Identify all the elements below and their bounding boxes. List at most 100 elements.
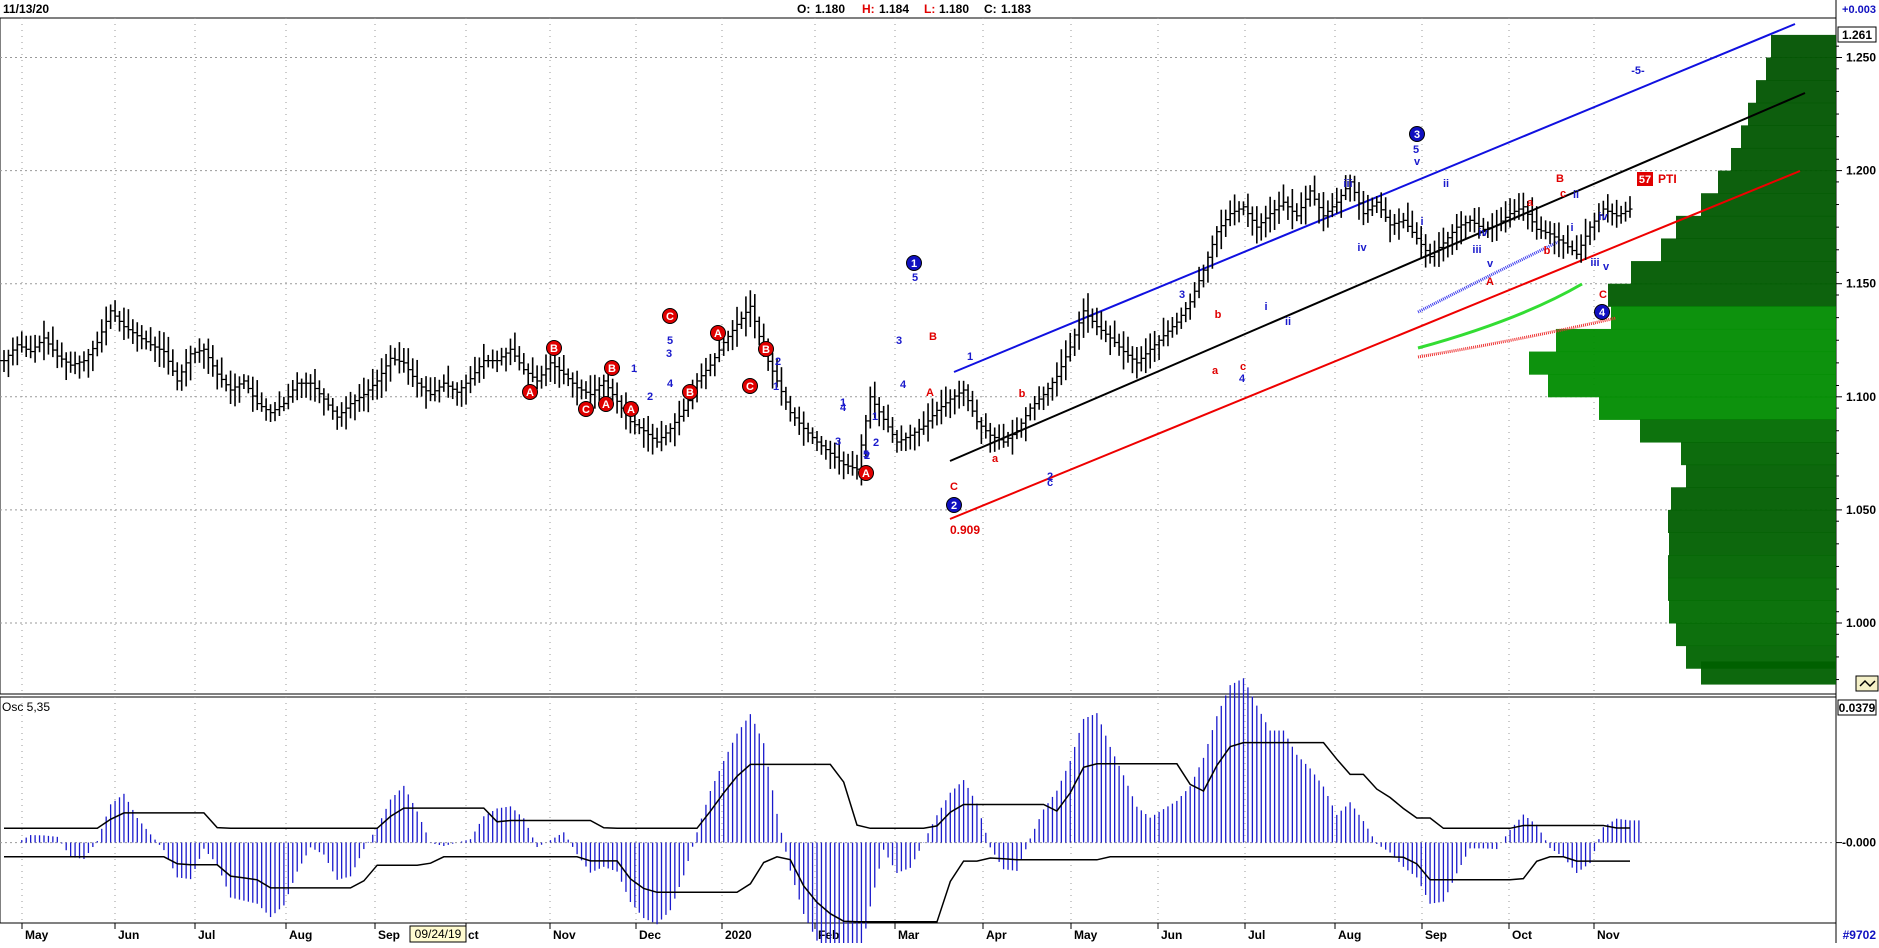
volume-profile-bar (1741, 125, 1836, 149)
wave-label: iv (1478, 227, 1488, 239)
wave-label: b (1019, 388, 1026, 400)
wave-label: 1 (967, 351, 973, 363)
osc-panel[interactable] (0, 696, 1837, 924)
wave-label: 4 (840, 402, 847, 414)
volume-profile-bar (1669, 600, 1836, 624)
osc-title: Osc 5,35 (2, 700, 50, 714)
month-tick-label: Aug (289, 928, 312, 942)
wave-circle-label: A (862, 468, 870, 480)
wave-label: 2 (775, 356, 781, 368)
wave-circle (604, 360, 620, 376)
corner-code: #9702 (1843, 928, 1877, 942)
wave-circle (546, 340, 562, 356)
wave-label: -5- (1631, 65, 1645, 77)
header-ohlc: O: 1.180 H: 1.184 L: 1.180 C: 1.183 (797, 2, 1031, 16)
volume-profile-bar (1669, 532, 1836, 556)
o-value: 1.180 (815, 2, 845, 16)
grid: 1.000 1.050 1.100 1.150 1.200 1.250 May Jun Jul A… (0, 18, 1876, 942)
month-tick-label: Apr (986, 928, 1007, 942)
wave-label: 1 (631, 363, 637, 375)
wave-circle (522, 384, 538, 400)
wave-label: 5 (863, 449, 869, 461)
volume-profile-bar (1668, 509, 1836, 534)
volume-profile-bar (1671, 487, 1836, 511)
wave-circle-label: 3 (1414, 129, 1420, 141)
wave-circle-label: C (666, 311, 674, 323)
pti-badge: 57 (1639, 174, 1651, 186)
wave-label: 3 (666, 348, 672, 360)
wave-label: i (1264, 301, 1267, 313)
trend-channels (949, 23, 1806, 520)
wave-label: iii (1343, 178, 1352, 190)
volume-profile-bar (1661, 238, 1836, 262)
wave-label: 3 (896, 335, 902, 347)
osc-badge: 0.0379 (1839, 701, 1876, 715)
volume-profile-bar (1756, 80, 1836, 104)
wave-label: 4 (667, 378, 674, 390)
h-value: 1.184 (879, 2, 909, 16)
osc-badge-box (1837, 699, 1877, 716)
volume-profile-bar (1548, 374, 1836, 398)
month-tick-label: Jul (198, 928, 215, 942)
volume-profile-bar (1748, 102, 1836, 126)
wave-label: a (992, 453, 999, 465)
wave-circle-label: C (746, 381, 754, 393)
cursor-date-box (409, 925, 467, 943)
wave-label: 4 (1239, 373, 1246, 385)
wave-label: a (1212, 365, 1219, 377)
wave-circle-label: 4 (1599, 307, 1606, 319)
wave-label: c (1240, 361, 1246, 373)
wave-label: iv (1598, 211, 1608, 223)
wave-label: 5 (667, 335, 673, 347)
wave-label: b (1215, 309, 1222, 321)
l-label: L: (924, 2, 935, 16)
month-tick-label: May (1074, 928, 1098, 942)
scroll-button[interactable] (1855, 675, 1879, 692)
month-tick-label: Sep (378, 928, 400, 942)
volume-profile-bar (1676, 215, 1836, 239)
price-bars (0, 174, 1633, 486)
projection-red (1417, 316, 1617, 359)
price-tick-label: 1.100 (1846, 390, 1876, 404)
wave-circle (1594, 304, 1610, 320)
wave-circle-label: C (582, 404, 590, 416)
oscillator: -0.000 (0, 678, 1876, 948)
wave-circle-label: B (550, 343, 558, 355)
month-tick-label: Mar (898, 928, 920, 942)
month-tick-label: Feb (818, 928, 839, 942)
volume-profile-bar (1668, 555, 1836, 579)
wave-circle-label: B (686, 387, 694, 399)
volume-profile-bar (1718, 170, 1836, 194)
volume-profile-bar (1731, 147, 1836, 172)
wave-label: c (1047, 477, 1053, 489)
wave-circle-label: B (608, 363, 616, 375)
wave-label: v (1603, 261, 1610, 273)
wave-label: 5 (1413, 144, 1419, 156)
channel-upper (953, 23, 1796, 373)
wave-label: B (929, 331, 937, 343)
wave-label: a (1527, 197, 1534, 209)
wave-label: 2 (647, 391, 653, 403)
volume-profile-bar (1771, 34, 1836, 58)
wave-circle (1409, 126, 1425, 142)
wave-label: 2 (864, 450, 870, 462)
volume-profile-bar (1608, 283, 1836, 307)
wave-circle (906, 255, 922, 271)
volume-profile-bar (1631, 261, 1836, 285)
wave-circle (710, 325, 726, 341)
price-tick-label: 1.050 (1846, 503, 1876, 517)
volume-profile-bar (1701, 193, 1836, 217)
month-tick-label: Oct (1512, 928, 1532, 942)
o-label: O: (797, 2, 810, 16)
projection-blue (1417, 240, 1559, 314)
month-tick-label: Jun (118, 928, 139, 942)
wave-label: C (1599, 289, 1607, 301)
wave-label: 1 (773, 381, 779, 393)
price-tick-label: 1.000 (1846, 616, 1876, 630)
osc-upper-envelope (4, 741, 1630, 830)
wave-circle (662, 308, 678, 324)
price-tick-label: 1.200 (1846, 164, 1876, 178)
l-value: 1.180 (939, 2, 969, 16)
wave-circle (858, 465, 874, 481)
